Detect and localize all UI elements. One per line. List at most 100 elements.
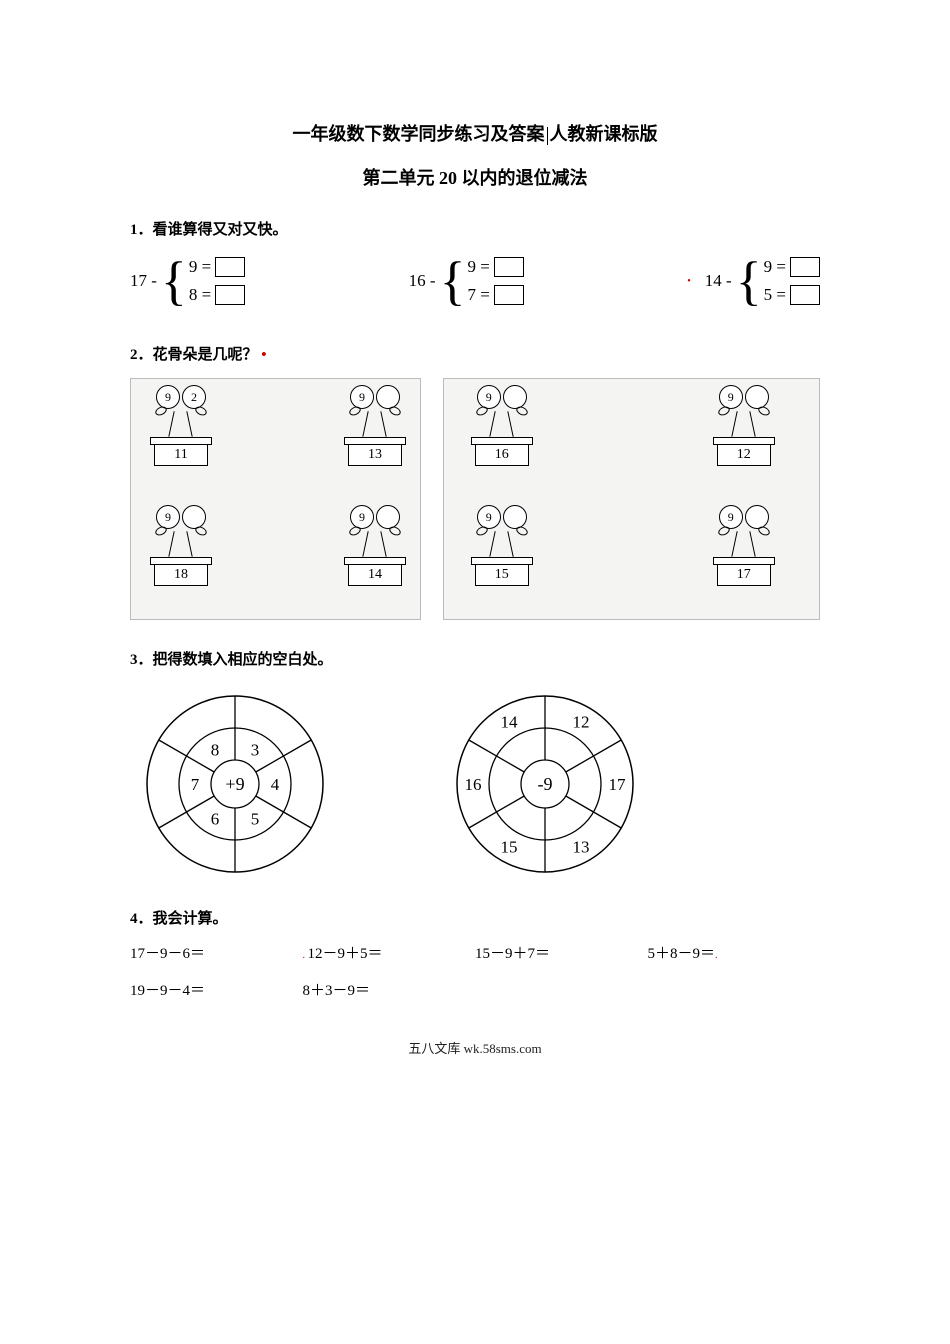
q4-cell: 17－9－6＝ [130, 942, 303, 963]
flower-head-left: 9 [156, 385, 180, 409]
svg-text:16: 16 [465, 775, 482, 794]
q1-g1-l2: 8 = [189, 285, 211, 305]
flower-head-left: 9 [350, 385, 374, 409]
pot-rim [713, 557, 775, 565]
svg-text:3: 3 [251, 740, 260, 759]
flower: 92 11 [137, 385, 225, 466]
flower-head-right[interactable] [503, 385, 527, 409]
svg-text:13: 13 [573, 837, 590, 856]
q1-group-3: 14 - { 9 = 5 = [705, 257, 820, 305]
title-part2: 人教新课标版 [550, 124, 658, 144]
pot-rim [471, 437, 533, 445]
accent-dot-icon: • [258, 347, 267, 363]
svg-text:15: 15 [501, 837, 518, 856]
pot-rim [150, 557, 212, 565]
svg-text:+9: +9 [225, 774, 244, 794]
flower-head-right[interactable] [503, 505, 527, 529]
flower-pot: 17 [717, 565, 771, 586]
pot-rim [471, 557, 533, 565]
q4-cell: 5＋8－9＝. [648, 942, 821, 963]
flower-pot: 15 [475, 565, 529, 586]
q1-head: 1．看谁算得又对又快。 [130, 218, 820, 239]
flower-head-left: 9 [719, 385, 743, 409]
answer-box[interactable] [215, 257, 245, 277]
flower-pot: 12 [717, 445, 771, 466]
flower-panel: 9211913918914 [130, 378, 421, 620]
brace-icon: { [736, 257, 762, 305]
q1-group-2: 16 - { 9 = 7 = [409, 257, 524, 305]
flower-head-right[interactable] [376, 385, 400, 409]
q4-cell [648, 979, 821, 1000]
q3-row: +9345678 -9121713151614 [130, 683, 820, 879]
subtitle: 第二单元 20 以内的退位减法 [130, 164, 820, 190]
flower: 9 16 [458, 385, 546, 466]
svg-text:5: 5 [251, 810, 260, 829]
answer-box[interactable] [790, 257, 820, 277]
q1-g2-l1: 9 = [467, 257, 489, 277]
svg-text:7: 7 [191, 775, 200, 794]
q4-cell [475, 979, 648, 1000]
q1-minuend-1: 17 - [130, 271, 157, 291]
wheel1-svg: +9345678 [140, 689, 330, 879]
q1-g3-l1: 9 = [764, 257, 786, 277]
answer-box[interactable] [494, 285, 524, 305]
svg-text:17: 17 [609, 775, 627, 794]
wheel-addition: +9345678 [140, 689, 330, 879]
q2-head-text: 2．花骨朵是几呢？ [130, 347, 258, 363]
title-separator [547, 127, 548, 145]
flower-head-left: 9 [477, 385, 501, 409]
page-title: 一年级数下数学同步练习及答案人教新课标版 [130, 120, 820, 146]
q1-minuend-2: 16 - [409, 271, 436, 291]
accent-dot-icon: • [687, 276, 691, 287]
pot-rim [150, 437, 212, 445]
flower: 9 13 [331, 385, 419, 466]
q2-head: 2．花骨朵是几呢？ • [130, 343, 820, 364]
pot-rim [344, 437, 406, 445]
answer-box[interactable] [494, 257, 524, 277]
title-part1: 一年级数下数学同步练习及答案 [293, 124, 545, 144]
q4-head: 4．我会计算。 [130, 907, 820, 928]
wheel-subtraction: -9121713151614 [450, 689, 640, 879]
pot-rim [344, 557, 406, 565]
q4-cell: 8＋3－9＝ [303, 979, 476, 1000]
wheel2-svg: -9121713151614 [450, 689, 640, 879]
svg-text:8: 8 [211, 740, 220, 759]
q4-cell: 15－9＋7＝ [475, 942, 648, 963]
flower-panel: 9 16 9 12 9 15 917 [443, 378, 820, 620]
flower: 918 [137, 505, 225, 586]
flower-head-left: 9 [477, 505, 501, 529]
svg-text:4: 4 [271, 775, 280, 794]
flower: 9 14 [331, 505, 419, 586]
q4-cell: . 12－9＋5＝ [303, 942, 476, 963]
q1-g2-l2: 7 = [467, 285, 489, 305]
flower-head-right[interactable] [745, 385, 769, 409]
flower-head-right[interactable] [745, 505, 769, 529]
q4-expr: 5＋8－9＝ [648, 946, 716, 962]
q4-grid: 17－9－6＝ . 12－9＋5＝ 15－9＋7＝ 5＋8－9＝. 19－9－4… [130, 942, 820, 1000]
q3-head: 3．把得数填入相应的空白处。 [130, 648, 820, 669]
page-footer: 五八文库 wk.58sms.com [130, 1038, 820, 1057]
q4-expr: 12－9＋5＝ [308, 946, 383, 962]
flower-pot: 13 [348, 445, 402, 466]
q1-g1-l1: 9 = [189, 257, 211, 277]
flower-head-right[interactable] [182, 505, 206, 529]
flower-pot: 16 [475, 445, 529, 466]
flower: 9 15 [458, 505, 546, 586]
flower-pot: 18 [154, 565, 208, 586]
q4-cell: 19－9－4＝ [130, 979, 303, 1000]
svg-text:14: 14 [501, 713, 519, 732]
q1-row: 17 - { 9 = 8 = 16 - { 9 = 7 = • 14 - { 9… [130, 253, 820, 315]
flower: 9 12 [700, 385, 788, 466]
q1-minuend-3: 14 - [705, 271, 732, 291]
answer-box[interactable] [215, 285, 245, 305]
svg-text:12: 12 [573, 713, 590, 732]
flower-head-left: 9 [350, 505, 374, 529]
brace-icon: { [161, 257, 187, 305]
flower-pot: 11 [154, 445, 208, 466]
flower-head-right[interactable] [376, 505, 400, 529]
brace-icon: { [440, 257, 466, 305]
flower-pot: 14 [348, 565, 402, 586]
answer-box[interactable] [790, 285, 820, 305]
flower: 917 [700, 505, 788, 586]
flower-head-right[interactable]: 2 [182, 385, 206, 409]
